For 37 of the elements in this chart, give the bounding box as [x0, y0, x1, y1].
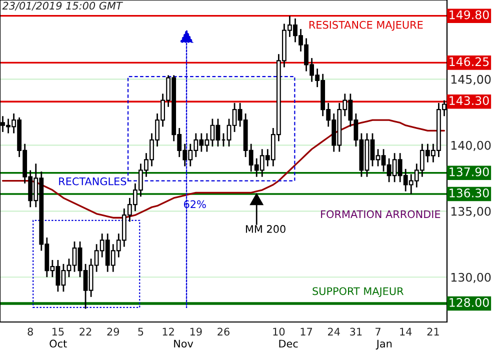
x-tick-label: 10 — [273, 328, 285, 336]
line-series — [2, 119, 446, 219]
y-tick-label: 140,00 — [451, 140, 491, 152]
x-tick-label: 21 — [427, 328, 439, 336]
ref-line-label: 128.00 — [450, 298, 489, 307]
x-tick-label: 15 — [52, 328, 64, 336]
y-tick-label: 130,00 — [451, 272, 491, 283]
x-tick-label: 22 — [80, 328, 92, 336]
annotation: SUPPORT MAJEUR — [312, 287, 404, 298]
text: Dec — [279, 340, 298, 348]
annotation: FORMATION ARRONDIE — [321, 210, 440, 218]
annotation: RESISTANCE MAJEURE — [309, 20, 423, 31]
annotation: MM 200 — [246, 225, 286, 233]
annotation: RECTANGLES — [59, 177, 126, 186]
x-tick-label: 29 — [107, 328, 120, 336]
x-tick-label: 31 — [350, 328, 362, 336]
text: Oct — [50, 340, 67, 348]
x-tick-label: 26 — [218, 328, 230, 336]
ref-line-label: 137.90 — [450, 167, 489, 176]
x-tick-label: 19 — [190, 328, 202, 336]
ref-line-label: 149.80 — [450, 10, 489, 20]
text: Jan — [376, 340, 392, 350]
y-tick-label: 145,00 — [451, 74, 491, 86]
x-tick-label: 5 — [138, 328, 144, 336]
annotation: 62% — [184, 200, 206, 208]
ref-line-label: 143.30 — [450, 96, 489, 106]
x-tick-label: 24 — [328, 328, 340, 336]
x-tick-label: 12 — [162, 328, 174, 336]
y-tick-label: 135,00 — [451, 206, 491, 218]
text: Nov — [174, 340, 194, 348]
x-tick-label: 8 — [28, 328, 33, 336]
ref-line-label: 136.30 — [450, 188, 489, 198]
ref-line-label: 146.25 — [450, 57, 489, 66]
chart-title: 23/01/2019 15:00 GMT — [2, 2, 124, 10]
x-tick-label: 7 — [376, 328, 380, 336]
x-tick-label: 14 — [400, 328, 412, 336]
x-tick-label: 17 — [300, 328, 312, 336]
